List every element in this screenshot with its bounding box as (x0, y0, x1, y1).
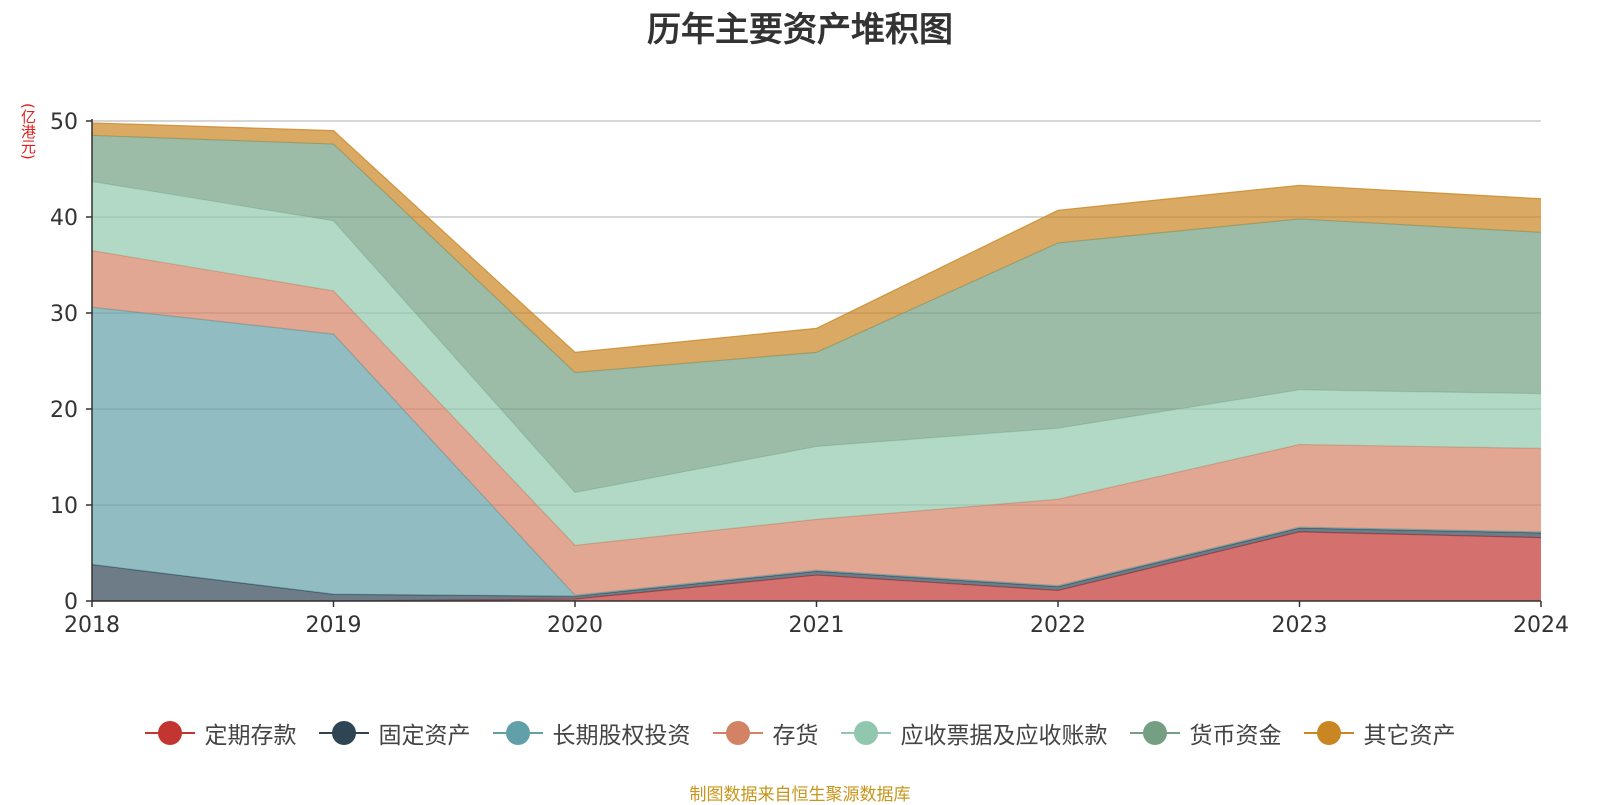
legend-swatch (840, 721, 891, 745)
legend-swatch (144, 721, 195, 745)
y-tick-label: 10 (50, 494, 78, 519)
area-series-0[interactable] (92, 531, 1541, 601)
legend-label: 长期股权投资 (552, 723, 691, 749)
legend-label: 其它资产 (1363, 723, 1456, 749)
legend-swatch (318, 721, 369, 745)
legend-item-0[interactable]: 定期存款 (144, 716, 297, 750)
y-axis-unit-label: (亿港元) (19, 103, 37, 160)
chart-legend: 定期存款 固定资产 长期股权投资 存货 应收票据及应收账款 货币资金 其它资产 (0, 716, 1600, 750)
legend-swatch (492, 721, 543, 745)
area-series-4[interactable] (92, 181, 1541, 546)
y-tick-label: 50 (50, 110, 78, 135)
legend-swatch (1303, 721, 1354, 745)
y-tick-label: 30 (50, 302, 78, 327)
x-tick-label: 2023 (1272, 613, 1328, 638)
x-tick-label: 2024 (1513, 613, 1569, 638)
legend-label: 固定资产 (378, 723, 471, 749)
legend-label: 应收票据及应收账款 (900, 723, 1108, 749)
x-tick-label: 2019 (306, 613, 362, 638)
legend-item-1[interactable]: 固定资产 (318, 716, 471, 750)
legend-item-4[interactable]: 应收票据及应收账款 (840, 716, 1108, 750)
chart-title: 历年主要资产堆积图 (647, 10, 953, 50)
legend-label: 定期存款 (204, 723, 297, 749)
area-series (91, 122, 1542, 602)
y-tick-label: 40 (50, 206, 78, 231)
axes: 0 10 20 30 40 50 2018 2019 2020 2021 2022 2023 2024 (50, 110, 1569, 638)
area-series-1[interactable] (92, 528, 1541, 601)
series-line-6 (91, 122, 1542, 353)
legend-swatch (712, 721, 763, 745)
legend-item-6[interactable]: 其它资产 (1303, 716, 1456, 750)
legend-label: 货币资金 (1189, 723, 1282, 749)
legend-item-5[interactable]: 货币资金 (1129, 716, 1282, 750)
x-tick-label: 2022 (1030, 613, 1086, 638)
legend-item-3[interactable]: 存货 (712, 716, 819, 750)
area-series-2[interactable] (92, 307, 1541, 597)
y-tick-label: 20 (50, 398, 78, 423)
legend-label: 存货 (772, 723, 819, 749)
y-tick-label: 0 (64, 590, 78, 615)
x-tick-label: 2018 (64, 613, 120, 638)
data-source-note: 制图数据来自恒生聚源数据库 (689, 785, 911, 805)
legend-item-2[interactable]: 长期股权投资 (492, 716, 691, 750)
area-series-3[interactable] (92, 250, 1541, 596)
x-tick-label: 2021 (789, 613, 845, 638)
area-series-5[interactable] (92, 135, 1541, 493)
x-tick-label: 2020 (547, 613, 603, 638)
legend-swatch (1129, 721, 1180, 745)
stacked-area-chart: 0 10 20 30 40 50 2018 2019 2020 2021 2022 2023 2024 (50, 110, 1569, 638)
